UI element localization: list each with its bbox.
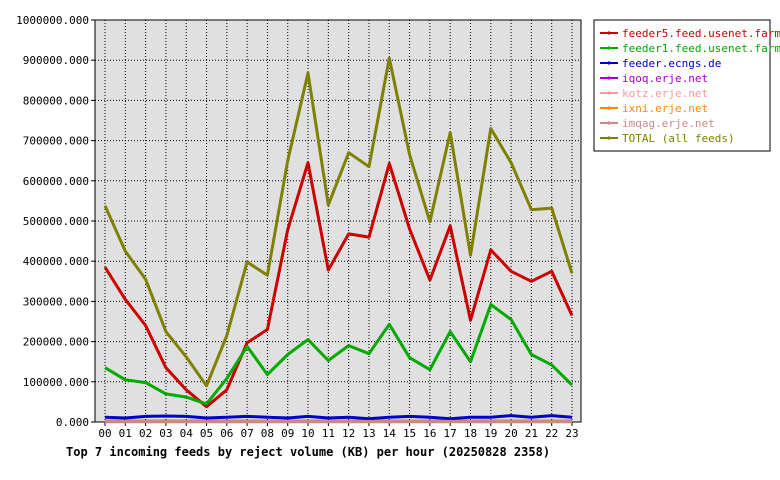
legend-swatch-dot [607,106,611,110]
x-tick-label: 10 [301,427,314,440]
x-tick-label: 01 [119,427,132,440]
legend-swatch-dot [607,31,611,35]
legend-label: iqoq.erje.net [622,72,708,85]
y-tick-label: 900000.000 [23,54,89,67]
x-tick-label: 07 [241,427,254,440]
x-tick-label: 05 [200,427,213,440]
x-tick-label: 12 [342,427,355,440]
x-tick-label: 00 [98,427,111,440]
series-line-7 [103,56,574,388]
x-tick-label: 11 [322,427,335,440]
y-tick-label: 0.000 [56,416,89,429]
legend-label: feeder.ecngs.de [622,57,721,70]
y-tick-label: 800000.000 [23,94,89,107]
x-tick-label: 09 [281,427,294,440]
x-tick-label: 17 [444,427,457,440]
x-tick-label: 21 [525,427,538,440]
series-lines [103,56,574,424]
y-tick-label: 700000.000 [23,135,89,148]
x-tick-label: 06 [220,427,233,440]
y-tick-label: 100000.000 [23,376,89,389]
x-tick-label: 19 [484,427,497,440]
series-line-1 [104,303,574,406]
x-tick-label: 16 [423,427,436,440]
series-line-2 [104,414,573,421]
x-tick-label: 23 [565,427,578,440]
y-tick-label: 200000.000 [23,336,89,349]
legend-label: TOTAL (all feeds) [622,132,735,145]
legend-label: feeder1.feed.usenet.farm [622,42,780,55]
x-tick-label: 08 [261,427,274,440]
x-tick-label: 13 [362,427,375,440]
x-tick-label: 22 [545,427,558,440]
y-tick-label: 300000.000 [23,295,89,308]
legend-label: ixni.erje.net [622,102,708,115]
legend-swatch-dot [607,136,611,140]
y-tick-label: 600000.000 [23,175,89,188]
legend-box [593,19,771,152]
series-line-0 [103,161,574,409]
legend-label: kotz.erje.net [622,87,708,100]
legend-swatch-dot [607,76,611,80]
y-tick-label: 400000.000 [23,255,89,268]
x-tick-label: 15 [403,427,416,440]
legend-label: imqag.erje.net [622,117,715,130]
x-axis-ticks: 00 01 02 03 04 05 06 07 08 09 10 11 12 13 14 15 16 17 18 19… [98,422,579,440]
x-tick-label: 02 [139,427,152,440]
y-axis-ticks: 0.000 100000.000 200000.000 300000.000 40000… [16,14,95,429]
x-tick-label: 03 [159,427,172,440]
legend-swatch-dot [607,91,611,95]
x-tick-label: 04 [180,427,194,440]
x-tick-label: 20 [504,427,517,440]
x-tick-label: 18 [464,427,477,440]
legend: feeder5.feed.usenet.farm feeder1.feed.use… [600,27,780,145]
y-tick-label: 500000.000 [23,215,89,228]
legend-swatch-dot [607,61,611,65]
x-tick-label: 14 [383,427,397,440]
y-tick-label: 1000000.000 [16,14,89,27]
legend-label: feeder5.feed.usenet.farm [622,27,780,40]
legend-swatch-dot [607,46,611,50]
chart-title: Top 7 incoming feeds by reject volume (K… [66,445,550,459]
legend-swatch-dot [607,121,611,125]
